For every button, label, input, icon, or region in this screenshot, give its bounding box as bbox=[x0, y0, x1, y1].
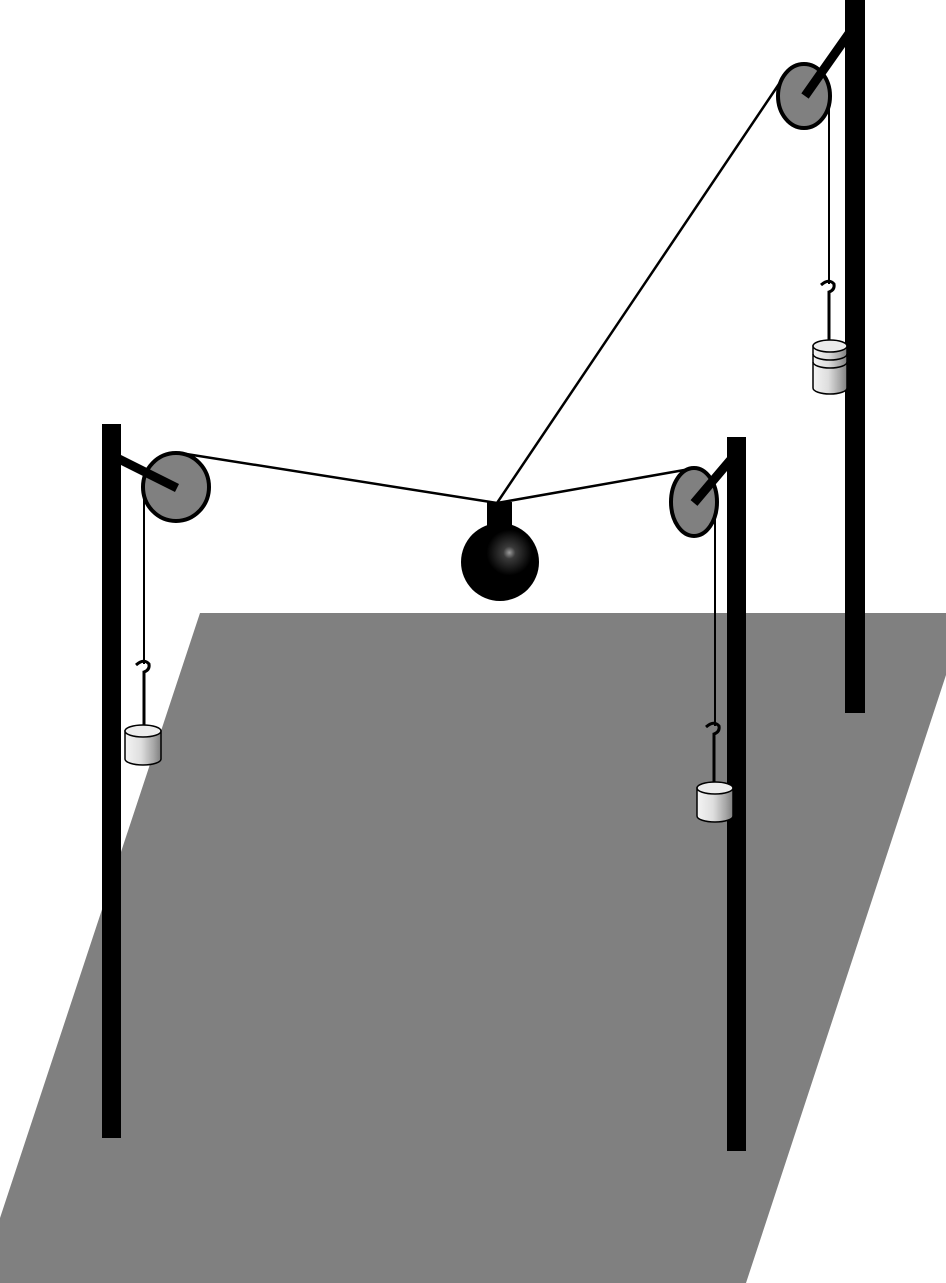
right-weight bbox=[812, 279, 848, 395]
middle-weight bbox=[696, 721, 734, 823]
floor-plane bbox=[0, 613, 946, 1283]
right-pulley bbox=[776, 29, 854, 130]
left-pulley bbox=[108, 450, 211, 523]
strings bbox=[179, 77, 785, 505]
right-pole bbox=[845, 0, 865, 713]
left-weight bbox=[124, 659, 162, 766]
middle-pulley bbox=[669, 454, 737, 538]
left-pole bbox=[102, 424, 121, 1138]
middle-pole bbox=[727, 437, 746, 1151]
black-ball bbox=[461, 502, 539, 601]
hanging-strings bbox=[143, 96, 830, 726]
